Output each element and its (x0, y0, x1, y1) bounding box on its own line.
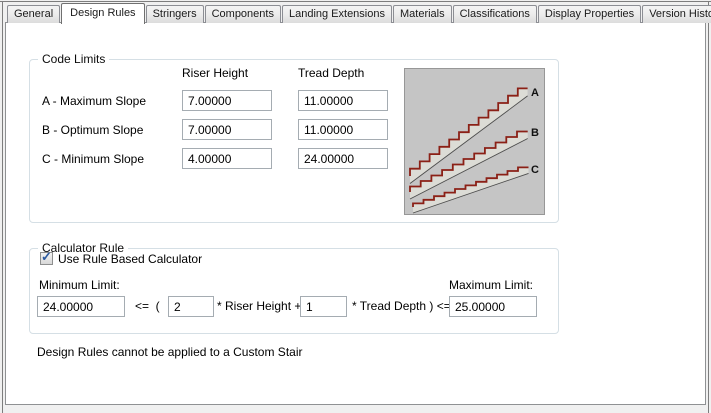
tab-version-history[interactable]: Version History (642, 5, 711, 23)
stair-slope-svg: A B C (409, 87, 539, 214)
tab-components[interactable]: Components (204, 5, 281, 23)
checkmark-icon: ✓ (41, 249, 52, 264)
stair-c-body (413, 167, 529, 213)
less-equal-open-paren-text: <= ( (135, 299, 160, 313)
minimum-slope-riser-input[interactable] (182, 148, 272, 169)
tab-classifications[interactable]: Classifications (452, 5, 537, 23)
window-frame-right (708, 1, 709, 413)
use-rule-based-calculator-checkbox[interactable]: ✓ (40, 249, 53, 265)
optimum-slope-tread-input[interactable] (298, 119, 388, 140)
custom-stair-note: Design Rules cannot be applied to a Cust… (37, 345, 303, 359)
maximum-slope-riser-input[interactable] (182, 90, 272, 111)
code-limits-groupbox: Code Limits Riser Height Tread Depth A -… (29, 52, 559, 223)
tread-depth-operator-text: * Tread Depth ) <= (352, 299, 451, 313)
stair-b-steps (409, 130, 528, 192)
stair-b-label: B (531, 127, 539, 139)
stair-slope-diagram: A B C (404, 68, 545, 215)
maximum-slope-tread-input[interactable] (298, 90, 388, 111)
stair-a-label: A (531, 87, 539, 99)
tab-page-design-rules: Code Limits Riser Height Tread Depth A -… (5, 22, 706, 405)
calculator-rule-title: Calculator Rule (38, 241, 129, 255)
riser-height-column-header: Riser Height (182, 66, 249, 80)
row-label-minimum-slope: C - Minimum Slope (42, 152, 145, 166)
row-label-maximum-slope: A - Maximum Slope (42, 94, 147, 108)
minimum-limit-label: Minimum Limit: (39, 278, 120, 292)
tab-landing-extensions[interactable]: Landing Extensions (281, 5, 392, 23)
riser-coefficient-input[interactable] (168, 296, 214, 317)
window-frame-left (2, 1, 3, 413)
tread-depth-column-header: Tread Depth (298, 66, 365, 80)
tread-coefficient-input[interactable] (300, 296, 347, 317)
use-rule-based-calculator-label: Use Rule Based Calculator (58, 252, 203, 266)
code-limits-title: Code Limits (38, 52, 110, 66)
calculator-rule-groupbox: Calculator Rule ✓ Use Rule Based Calcula… (29, 241, 559, 334)
stair-b-body (410, 131, 528, 199)
tab-general[interactable]: General (7, 5, 61, 23)
tab-bar: General Design Rules Stringers Component… (7, 2, 711, 24)
tab-materials[interactable]: Materials (392, 5, 452, 23)
stair-a-steps (409, 87, 528, 176)
stair-c-stringer-edge (412, 172, 529, 214)
stair-b-stringer-edge (409, 138, 528, 200)
stair-a-stringer-edge (409, 95, 528, 184)
window-frame-top (0, 1, 711, 2)
tab-design-rules[interactable]: Design Rules (61, 3, 145, 24)
minimum-slope-tread-input[interactable] (298, 148, 388, 169)
stair-c-steps (412, 166, 529, 207)
stair-c-label: C (531, 164, 539, 176)
tab-stringers[interactable]: Stringers (145, 5, 204, 23)
optimum-slope-riser-input[interactable] (182, 119, 272, 140)
stair-a-body (410, 88, 528, 184)
maximum-limit-label: Maximum Limit: (449, 278, 534, 292)
riser-height-operator-text: * Riser Height + (217, 299, 302, 313)
tab-display-properties[interactable]: Display Properties (537, 5, 642, 23)
minimum-limit-input[interactable] (37, 296, 125, 317)
row-label-optimum-slope: B - Optimum Slope (42, 123, 144, 137)
maximum-limit-input[interactable] (449, 296, 537, 317)
